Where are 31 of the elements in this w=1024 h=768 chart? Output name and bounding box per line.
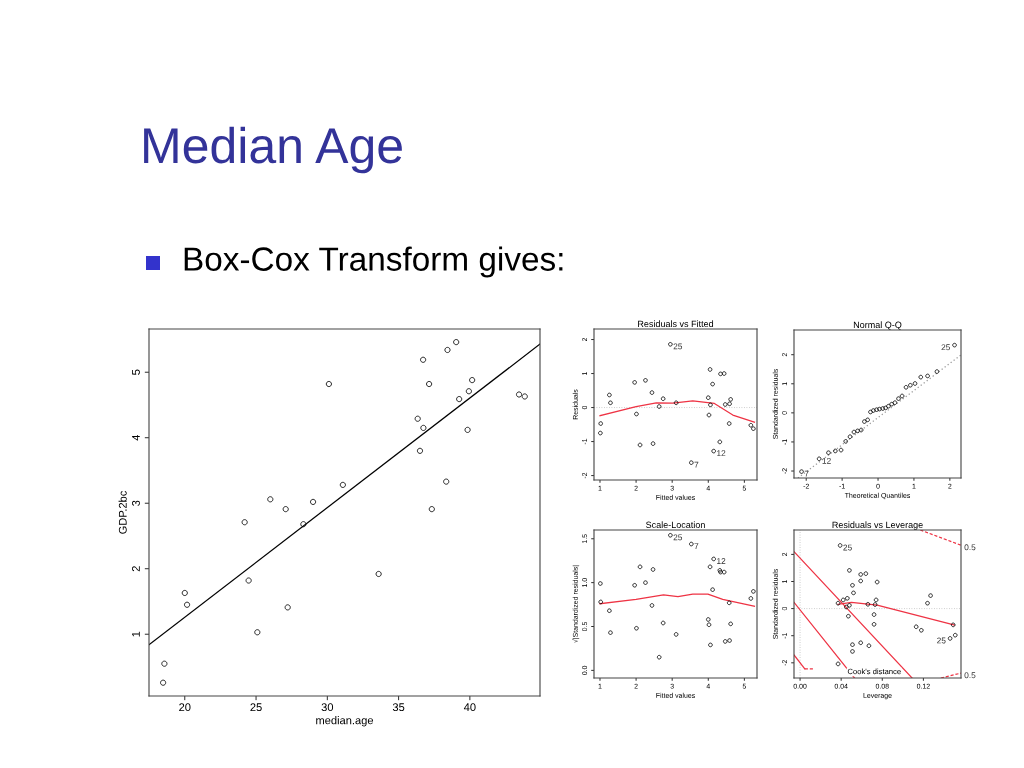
annotation: 0.5 xyxy=(964,672,976,679)
x-tick-label: 20 xyxy=(179,703,191,712)
annotation: 12 xyxy=(717,450,726,457)
y-tick-label: 4 xyxy=(132,434,140,441)
chart-title: Median Age xyxy=(144,126,402,174)
x-tick-label: 40 xyxy=(463,703,476,712)
chart-title: Scale-Location xyxy=(646,521,705,529)
annotation: 25 xyxy=(843,544,852,551)
annotation: 7 xyxy=(804,470,809,477)
y-tick-label: 3 xyxy=(131,500,140,506)
annotation: 7 xyxy=(694,543,699,549)
annotation: 25 xyxy=(937,637,946,644)
chart-subtitle: Box-Cox Transform gives: xyxy=(184,246,563,278)
annotation: 12 xyxy=(717,558,726,564)
annotation: 7 xyxy=(694,461,699,468)
annotation: 12 xyxy=(822,457,831,464)
y-tick-label: 2 xyxy=(131,566,140,572)
chart-title: Normal Q-Q xyxy=(853,321,902,330)
x-axis-title: median.age xyxy=(316,716,374,727)
x-tick-label: 25 xyxy=(250,703,262,712)
annotation: 25 xyxy=(673,343,683,350)
y-tick-label: 1 xyxy=(132,631,140,637)
x-tick-label: 30 xyxy=(321,703,334,712)
x-tick-label: 35 xyxy=(392,703,405,712)
chart-title: Residuals vs Fitted xyxy=(638,320,714,328)
chart-title: Residuals vs Leverage xyxy=(832,521,923,530)
annotation: 25 xyxy=(941,344,951,351)
y-tick-label: 5 xyxy=(132,369,140,375)
annotation: 0.5 xyxy=(964,544,976,551)
y-axis-title: GDP.2bc xyxy=(118,490,127,534)
annotation: 25 xyxy=(673,534,683,541)
